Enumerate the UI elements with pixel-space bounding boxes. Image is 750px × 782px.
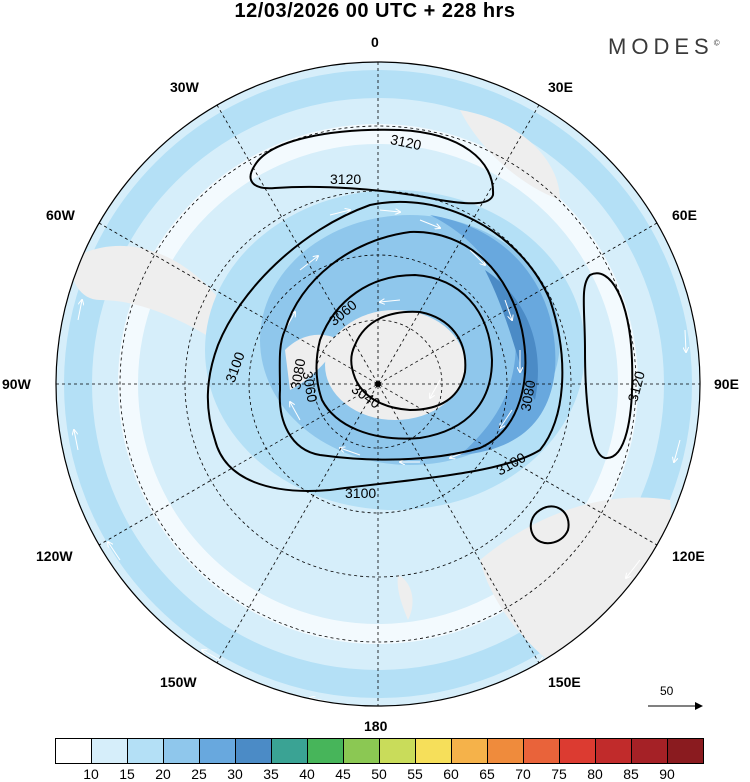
lon-label-30e: 30E bbox=[548, 79, 573, 95]
lon-label-0: 0 bbox=[371, 34, 379, 50]
legend-color-box bbox=[271, 738, 308, 764]
legend-tick-label: 45 bbox=[335, 766, 351, 782]
legend-tick-label: 60 bbox=[443, 766, 459, 782]
lon-label-120e: 120E bbox=[672, 548, 705, 564]
legend-color-box bbox=[199, 738, 236, 764]
graticule bbox=[56, 62, 700, 706]
africa-land bbox=[460, 110, 560, 200]
contour-label: 3120 bbox=[624, 369, 648, 403]
legend-tick-label: 65 bbox=[479, 766, 495, 782]
legend-color-box bbox=[163, 738, 200, 764]
legend-color-box bbox=[559, 738, 596, 764]
legend-tick-label: 35 bbox=[263, 766, 279, 782]
legend-color-box bbox=[415, 738, 452, 764]
brand-logo: MODES© bbox=[608, 34, 720, 60]
lon-label-150w: 150W bbox=[160, 674, 197, 690]
legend-tick-label: 75 bbox=[551, 766, 567, 782]
south-america-land bbox=[70, 245, 241, 350]
map-border bbox=[55, 61, 701, 707]
legend-tick-label: 90 bbox=[659, 766, 675, 782]
outer-jet-band bbox=[64, 70, 692, 698]
legend-color-box bbox=[343, 738, 380, 764]
lon-label-120w: 120W bbox=[36, 548, 73, 564]
contour-label: 3120 bbox=[330, 171, 361, 187]
vortex-core-30 bbox=[430, 215, 556, 455]
legend-tick-label: 25 bbox=[191, 766, 207, 782]
copyright-mark: © bbox=[713, 38, 720, 48]
lon-label-90w: 90W bbox=[2, 376, 31, 392]
legend-tick-label: 55 bbox=[407, 766, 423, 782]
south-pole-marker bbox=[375, 381, 381, 387]
contour-label: 3080 bbox=[287, 357, 308, 391]
legend-tick-label: 20 bbox=[155, 766, 171, 782]
lon-label-90e: 90E bbox=[714, 376, 739, 392]
contour-3120-east bbox=[582, 272, 634, 460]
reference-vector-label: 50 bbox=[660, 684, 674, 698]
legend-tick-label: 40 bbox=[299, 766, 315, 782]
map-title: 12/03/2026 00 UTC + 228 hrs bbox=[234, 0, 516, 22]
legend-color-box bbox=[487, 738, 524, 764]
legend-color-box bbox=[127, 738, 164, 764]
australia-land bbox=[480, 497, 672, 670]
legend-color-box bbox=[667, 738, 704, 764]
legend-color-box bbox=[595, 738, 632, 764]
legend-tick-label: 80 bbox=[587, 766, 603, 782]
legend-color-box bbox=[55, 738, 92, 764]
lon-label-60e: 60E bbox=[672, 207, 697, 223]
contour-label: 3100 bbox=[345, 485, 376, 501]
contour-label: 3080 bbox=[517, 379, 538, 413]
contour-3080 bbox=[278, 230, 527, 461]
legend-color-box bbox=[379, 738, 416, 764]
meridian-60w-120e bbox=[98, 222, 658, 546]
contour-3120-southeast bbox=[529, 505, 570, 545]
lon-label-150e: 150E bbox=[548, 674, 581, 690]
legend-tick-label: 10 bbox=[83, 766, 99, 782]
lon-label-60w: 60W bbox=[46, 207, 75, 223]
contour-3100 bbox=[206, 200, 564, 492]
legend-tick-label: 50 bbox=[371, 766, 387, 782]
brand-name: MODES bbox=[608, 34, 714, 59]
latitude-circle bbox=[119, 125, 637, 643]
legend-tick-label: 70 bbox=[515, 766, 531, 782]
lon-label-30w: 30W bbox=[170, 79, 199, 95]
meridian-30e-150w bbox=[216, 104, 540, 664]
contour-3040 bbox=[350, 310, 467, 412]
legend-color-box bbox=[235, 738, 272, 764]
legend-color-box bbox=[451, 738, 488, 764]
legend-color-box bbox=[91, 738, 128, 764]
legend-color-box bbox=[631, 738, 668, 764]
lon-label-180: 180 bbox=[364, 718, 388, 734]
legend-color-box bbox=[307, 738, 344, 764]
legend-tick-label: 15 bbox=[119, 766, 135, 782]
contour-label: 3120 bbox=[389, 131, 423, 153]
contour-3060 bbox=[315, 273, 494, 440]
legend-tick-label: 30 bbox=[227, 766, 243, 782]
meridian-30w-150e bbox=[216, 104, 540, 664]
legend-color-box bbox=[523, 738, 560, 764]
antarctic-peninsula bbox=[285, 334, 340, 390]
contour-3120-north bbox=[249, 128, 495, 205]
legend-tick-label: 85 bbox=[623, 766, 639, 782]
meridian-60e-120w bbox=[98, 222, 658, 546]
new-zealand-land bbox=[397, 575, 413, 620]
height-contours bbox=[206, 128, 634, 545]
color-legend bbox=[55, 738, 704, 766]
contour-label: 3060 bbox=[299, 370, 320, 404]
